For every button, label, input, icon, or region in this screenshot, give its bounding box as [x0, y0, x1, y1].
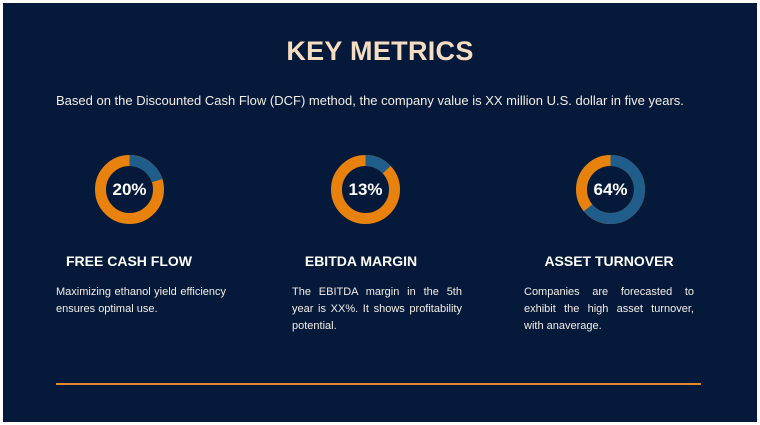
metric-heading: FREE CASH FLOW — [66, 253, 192, 269]
metric-value: 20% — [112, 180, 147, 199]
donut-svg — [576, 155, 645, 224]
divider — [56, 383, 701, 385]
donut-value-arc — [95, 155, 164, 224]
metric-value: 64% — [593, 180, 628, 199]
metric-heading: ASSET TURNOVER — [544, 253, 674, 269]
donut-chart: 13% — [328, 152, 403, 227]
page-title: KEY METRICS — [286, 36, 474, 66]
donut-svg — [95, 155, 164, 224]
metric-heading: EBITDA MARGIN — [304, 253, 418, 269]
metric-description: Companies are forecasted to exhibit the … — [524, 286, 694, 332]
metric-description: The EBITDA margin in the 5th year is XX%… — [292, 286, 462, 332]
donut-chart: 20% — [92, 152, 167, 227]
intro-text: Based on the Discounted Cash Flow (DCF) … — [56, 93, 684, 108]
donut-chart: 64% — [573, 152, 648, 227]
donut-value-arc — [331, 155, 400, 224]
metric-value: 13% — [348, 180, 383, 199]
donut-value-arc — [576, 155, 645, 224]
metric-description: Maximizing ethanol yield efficiency ensu… — [56, 286, 226, 315]
donut-svg — [331, 155, 400, 224]
